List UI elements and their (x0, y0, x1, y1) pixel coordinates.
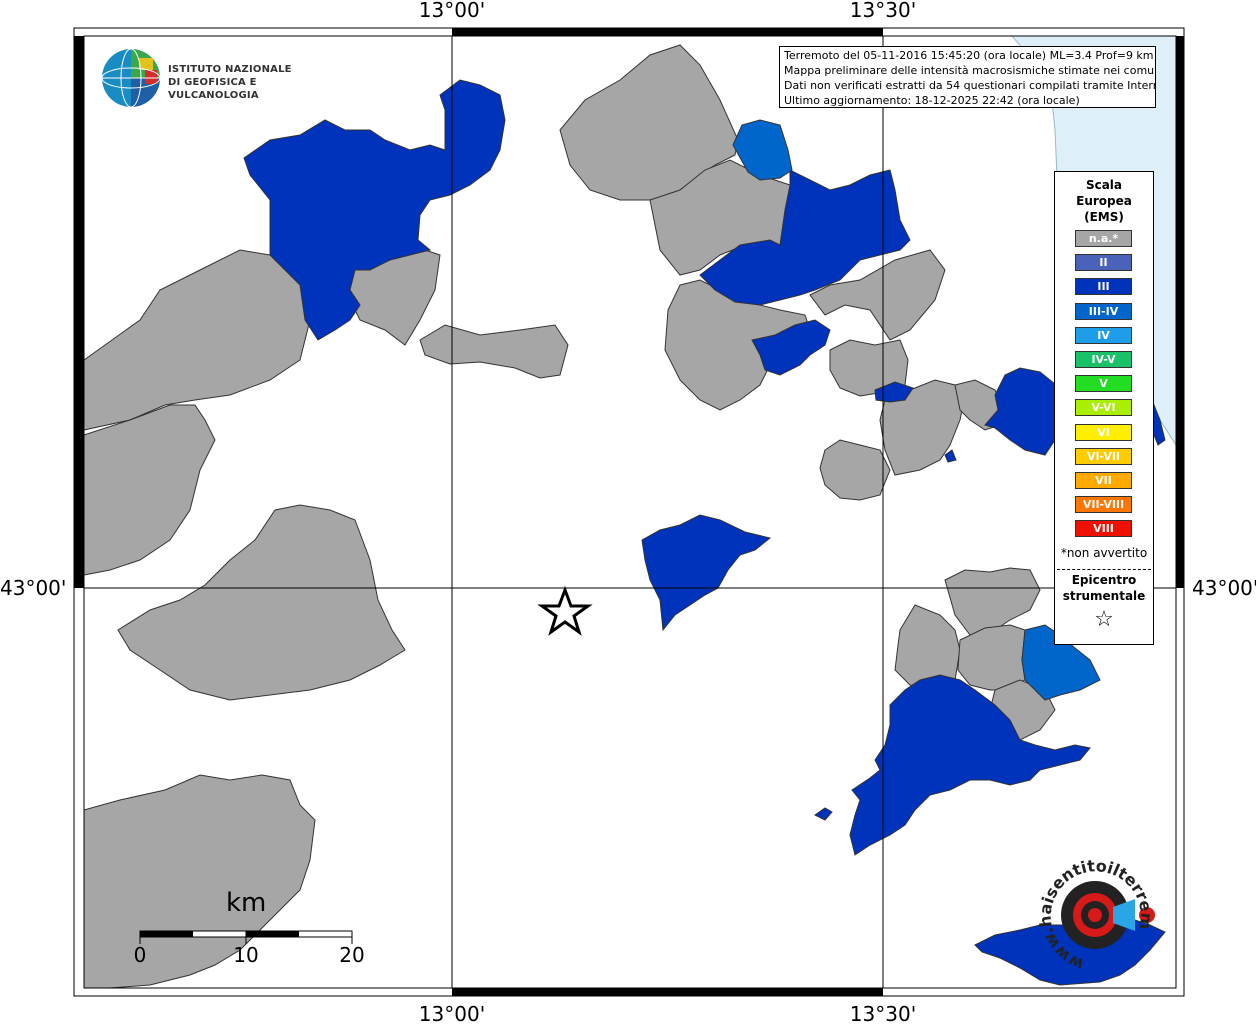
ems-legend: Scala Europea (EMS) n.a.* II III III-IV IV IV… (1054, 171, 1154, 645)
axis-top-label-1: 13°00' (418, 0, 486, 22)
ingv-logo: ISTITUTO NAZIONALE DI GEOFISICA E VULCAN… (100, 48, 320, 108)
hsit-logo (1061, 881, 1155, 949)
legend-swatch: V (1075, 375, 1132, 393)
ingv-logo-text: ISTITUTO NAZIONALE DI GEOFISICA E VULCAN… (168, 63, 320, 102)
municipality-iii (874, 381, 914, 403)
legend-swatch: n.a.* (1075, 230, 1132, 247)
legend-swatch: II (1075, 254, 1132, 272)
scale-tick: 10 (233, 943, 259, 967)
axis-bottom-label-1: 13°00' (418, 1002, 486, 1026)
legend-swatch: VI-VII (1075, 447, 1132, 465)
legend-swatch: IV (1075, 326, 1132, 344)
event-info-line: Mappa preliminare delle intensità macros… (784, 64, 1156, 77)
map-frame (73, 27, 1185, 997)
municipality-iii (814, 807, 833, 821)
municipality-na (944, 567, 1041, 636)
municipality-na (819, 439, 891, 501)
legend-swatch: VIII (1075, 520, 1132, 538)
municipality-iii (751, 319, 831, 376)
event-info-line: Dati non verificati estratti da 54 quest… (784, 79, 1156, 92)
epicenter-star (537, 585, 593, 636)
legend-epicenter-line-2: strumentale (1062, 589, 1146, 603)
axis-top-label-2: 13°30' (849, 0, 917, 22)
legend-swatch: VII (1075, 472, 1132, 489)
municipality-iii (984, 367, 1063, 456)
event-info-line: Terremoto del 05-11-2016 15:45:20 (ora l… (784, 49, 1154, 62)
ingv-logo-globe (101, 48, 161, 108)
scale-unit: km (226, 888, 267, 918)
legend-title: Scala Europea (EMS) (1055, 177, 1153, 225)
municipality-iii (944, 449, 957, 463)
axis-left-label: 43°00' (0, 576, 67, 600)
legend-swatch: VI (1075, 423, 1132, 441)
municipality-na (879, 379, 966, 476)
axis-right-label: 43°00' (1192, 576, 1256, 600)
legend-epicenter-label: Epicentro strumentale (1055, 572, 1153, 604)
legend-title-line-1: Scala (1085, 178, 1123, 192)
legend-star-icon: ☆ (1094, 607, 1114, 632)
municipality-na (83, 774, 316, 989)
scale-tick: 0 (133, 943, 147, 967)
event-info-line: Ultimo aggiornamento: 18-12-2025 22:42 (… (784, 94, 1080, 107)
legend-epicenter-line-1: Epicentro (1071, 573, 1137, 587)
event-info-box: Terremoto del 05-11-2016 15:45:20 (ora l… (779, 46, 1156, 108)
axis-bottom-label-2: 13°30' (849, 1002, 917, 1026)
municipality-na (83, 249, 311, 431)
legend-swatch: III-IV (1075, 302, 1132, 320)
municipality-iii-iv (732, 119, 793, 181)
legend-swatch: III (1075, 278, 1132, 296)
municipality-na (809, 249, 946, 341)
municipality-iii (699, 169, 911, 306)
ingv-line-1: ISTITUTO NAZIONALE (168, 64, 292, 75)
legend-swatch: VII-VIII (1075, 496, 1132, 514)
municipality-iii (849, 674, 1091, 856)
municipality-na (957, 624, 1026, 691)
scale-tick: 20 (339, 943, 365, 967)
legend-note: *non avvertito (1060, 546, 1148, 560)
ingv-line-2: DI GEOFISICA E VULCANOLOGIA (168, 77, 259, 101)
legend-divider (1057, 569, 1151, 570)
legend-title-line-2: Europea (1076, 194, 1132, 208)
legend-title-line-3: (EMS) (1084, 210, 1124, 224)
municipality-na (117, 504, 406, 701)
legend-swatch: V-VI (1075, 399, 1132, 417)
municipality-iii (641, 514, 772, 632)
municipality-na (83, 404, 216, 576)
legend-swatch: IV-V (1075, 351, 1132, 368)
municipality-na (559, 44, 739, 201)
municipality-iii (243, 79, 506, 341)
scale-bar (139, 930, 353, 944)
municipality-na (419, 324, 569, 379)
